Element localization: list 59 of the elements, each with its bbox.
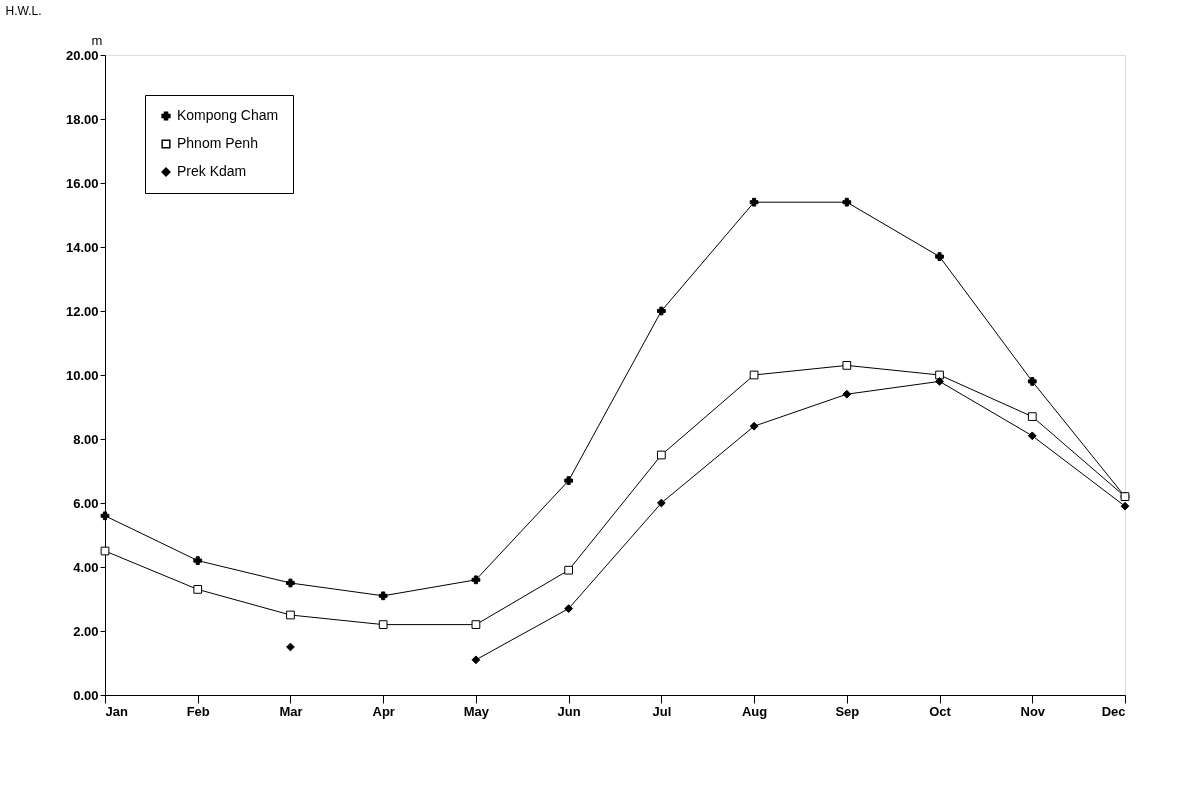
point: [378, 620, 388, 629]
point: [1027, 412, 1037, 421]
point: [749, 370, 759, 380]
x-tick-label: Nov: [1020, 703, 1046, 719]
x-tick-label: Jun: [557, 703, 581, 719]
point: [471, 620, 481, 629]
point: [935, 377, 944, 386]
point: [193, 556, 203, 565]
point: [378, 591, 388, 601]
x-tick-label: Oct: [929, 703, 952, 719]
point: [471, 575, 481, 585]
x-tick-label: Dec: [1101, 703, 1126, 719]
x-tick-label: Jul: [652, 703, 672, 719]
point: [656, 306, 666, 316]
legend-label: Prek Kdam: [177, 163, 247, 179]
legend-label: Kompong Cham: [177, 107, 279, 123]
y-tick-label: 20.00: [65, 47, 99, 63]
x-tick-label: Feb: [186, 703, 210, 719]
point: [749, 197, 759, 207]
point: [842, 361, 852, 370]
x-tick-label: Apr: [372, 703, 395, 719]
y-tick-label: 10.00: [65, 367, 99, 383]
y-tick-label: 18.00: [65, 111, 99, 127]
legend-label: Phnom Penh: [177, 135, 258, 151]
x-tick-label: May: [463, 703, 490, 719]
point: [100, 546, 110, 556]
point: [471, 655, 481, 665]
y-tick-label: 4.00: [73, 559, 99, 575]
point: [935, 252, 944, 261]
point: [564, 476, 574, 485]
point: [1120, 501, 1130, 511]
x-tick-label: Aug: [741, 703, 768, 719]
y-tick-label: 12.00: [65, 303, 99, 319]
point: [749, 421, 759, 431]
point: [564, 604, 574, 613]
x-tick-label: Jan: [105, 703, 128, 719]
chart-title: H.W.L.: [5, 4, 42, 18]
point: [842, 197, 852, 207]
point: [286, 578, 295, 588]
point: [842, 389, 852, 399]
point: [286, 610, 295, 620]
x-tick-label: Sep: [835, 703, 860, 719]
point: [193, 585, 203, 594]
y-tick-label: 2.00: [73, 623, 99, 639]
point: [656, 450, 666, 460]
point: [100, 511, 110, 521]
point: [1027, 377, 1037, 386]
point: [564, 565, 574, 575]
point: [935, 370, 944, 380]
y-tick-label: 0.00: [73, 687, 99, 703]
y-axis-title: m: [91, 32, 103, 48]
point: [656, 498, 666, 508]
point: [286, 642, 295, 652]
y-tick-label: 6.00: [73, 495, 99, 511]
y-tick-label: 14.00: [65, 239, 99, 255]
y-tick-label: 16.00: [65, 175, 99, 191]
x-tick-label: Mar: [279, 703, 303, 719]
y-tick-label: 8.00: [73, 431, 99, 447]
point: [1027, 431, 1037, 441]
